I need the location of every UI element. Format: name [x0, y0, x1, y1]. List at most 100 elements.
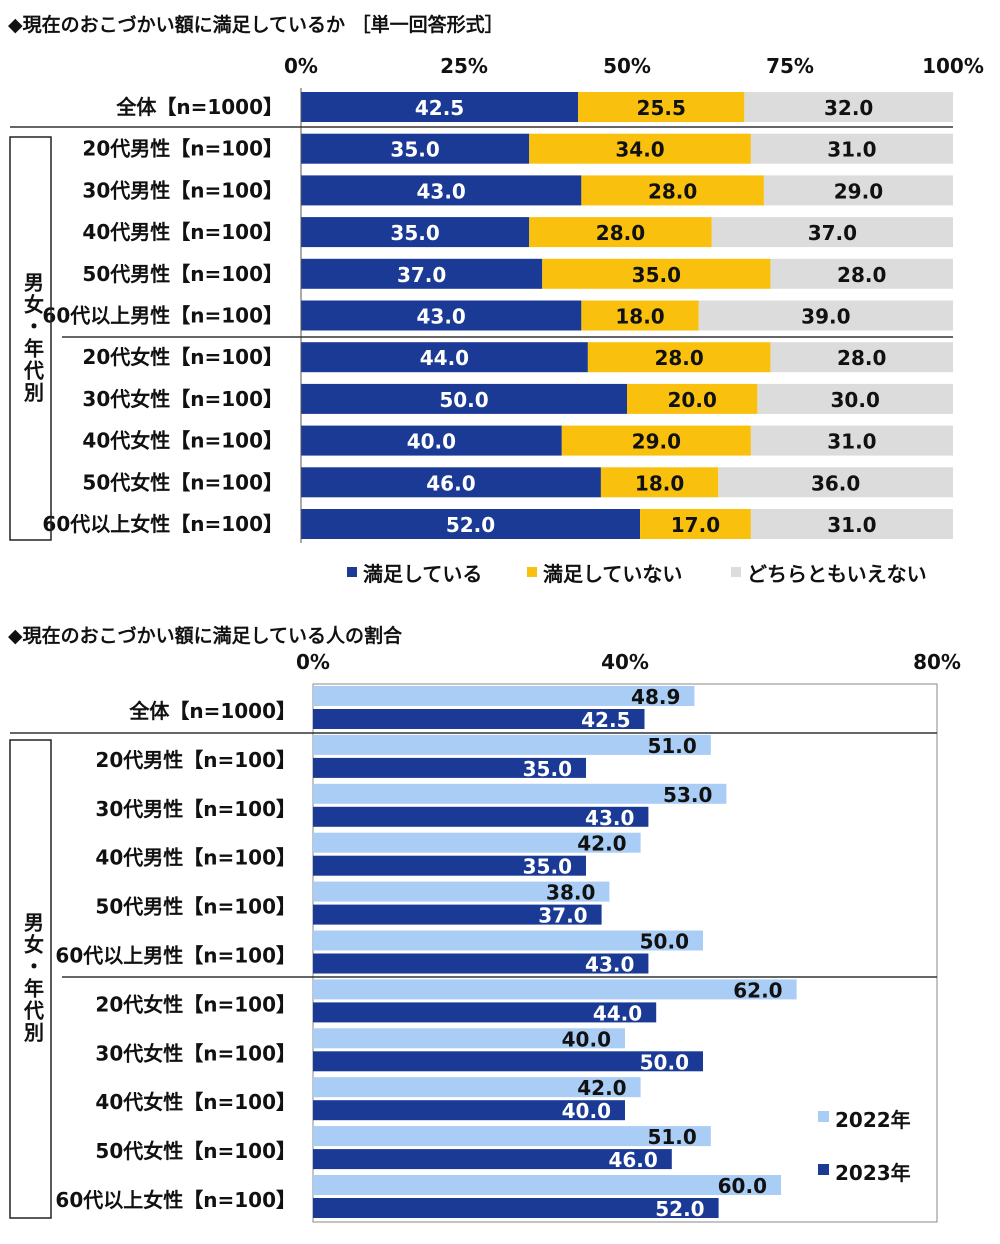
chart2-bar [313, 757, 586, 778]
chart2-data-label: 37.0 [538, 904, 587, 928]
chart1-data-label: 40.0 [407, 430, 456, 454]
chart1-legend-swatch [731, 567, 741, 577]
chart1-bar-segment [301, 133, 530, 164]
chart1-legend-swatch [347, 567, 357, 577]
chart1-data-label: 52.0 [446, 513, 495, 537]
chart1-data-label: 32.0 [824, 96, 873, 120]
chart1-bar-segment [529, 217, 712, 248]
chart2-bar [313, 1077, 641, 1098]
chart1-category-label: 60代以上男性【n=100】 [42, 304, 283, 328]
chart1-legend-label: 満足している [363, 562, 482, 586]
chart1-group-label: 男女・年代別 [21, 272, 45, 404]
chart2-legend-swatch [818, 1111, 829, 1122]
chart2-data-label: 53.0 [663, 783, 712, 807]
chart1-data-label: 17.0 [671, 513, 720, 537]
chart1-bar-segment [581, 175, 764, 206]
chart2-x-tick: 80% [913, 650, 961, 674]
chart1-x-tick: 100% [922, 54, 984, 78]
chart2-bar [313, 881, 610, 902]
chart1-data-label: 42.5 [415, 96, 464, 120]
chart1-bar-segment [770, 342, 953, 373]
chart1-data-label: 34.0 [615, 138, 664, 162]
chart1-category-label: 50代男性【n=100】 [82, 262, 283, 286]
chart1-bar-segment [770, 258, 953, 289]
chart1-data-label: 46.0 [426, 471, 475, 495]
chart1-bar-segment [578, 92, 745, 122]
chart2-data-label: 50.0 [640, 930, 689, 954]
chart2-data-label: 52.0 [655, 1197, 704, 1221]
chart1-category-label: 30代男性【n=100】 [82, 178, 283, 202]
chart2-bar [313, 930, 703, 951]
chart1-data-label: 28.0 [837, 263, 886, 287]
chart2-category-label: 20代男性【n=100】 [95, 748, 296, 772]
chart1-data-label: 37.0 [808, 221, 857, 245]
chart1-x-tick: 0% [284, 54, 318, 78]
chart1-data-label: 31.0 [827, 430, 876, 454]
chart2-legend-label: 2023年 [835, 1161, 911, 1185]
chart2-x-tick: 40% [601, 650, 649, 674]
chart1-data-label: 28.0 [648, 179, 697, 203]
chart1-title: ◆現在のおこづかい額に満足しているか ［単一回答形式］ [8, 13, 504, 36]
chart1-category-label: 50代女性【n=100】 [82, 470, 283, 494]
chart2-bar [313, 709, 645, 729]
chart1-data-label: 20.0 [668, 388, 717, 412]
chart2-data-label: 44.0 [593, 1001, 642, 1025]
chart2-data-label: 40.0 [562, 1099, 611, 1123]
chart2-bar [313, 686, 695, 706]
chart2-data-label: 38.0 [546, 881, 595, 905]
chart1-data-label: 35.0 [632, 263, 681, 287]
chart2-bar [313, 832, 641, 853]
chart1-data-label: 37.0 [397, 263, 446, 287]
chart1-data-label: 43.0 [417, 179, 466, 203]
chart1-bar-segment [698, 300, 953, 331]
chart1-bar-segment [301, 342, 588, 373]
chart1-category-label: 40代女性【n=100】 [82, 429, 283, 453]
chart1-data-label: 31.0 [827, 513, 876, 537]
chart2-bar [313, 806, 649, 827]
chart2-bar [313, 1149, 672, 1170]
chart2-data-label: 40.0 [562, 1027, 611, 1051]
chart1-data-label: 43.0 [417, 305, 466, 329]
chart2-data-label: 46.0 [608, 1148, 657, 1172]
chart2-category-label: 40代男性【n=100】 [95, 846, 296, 870]
chart2-data-label: 48.9 [631, 685, 680, 709]
chart2-category-label: 60代以上女性【n=100】 [55, 1188, 296, 1212]
chart1-category-label: 20代男性【n=100】 [82, 137, 283, 161]
chart1-group-box [9, 136, 52, 541]
chart1-data-label: 28.0 [837, 346, 886, 370]
chart1-legend-label: 満足していない [543, 562, 682, 586]
chart2-bar [313, 734, 711, 755]
chart1-bar-segment [301, 175, 582, 206]
chart2-x-tick: 0% [296, 650, 330, 674]
chart1-bar-segment [581, 300, 699, 331]
chart2-title: ◆現在のおこづかい額に満足している人の割合 [8, 624, 403, 647]
chart1-bar-segment [301, 258, 543, 289]
chart1-data-label: 36.0 [811, 471, 860, 495]
chart1-bar-segment [301, 217, 530, 248]
chart1-data-label: 39.0 [801, 305, 850, 329]
chart2-data-label: 42.5 [581, 708, 630, 732]
chart1-bar-segment [542, 258, 771, 289]
chart2-bar [313, 904, 602, 925]
chart2-category-label: 全体【n=1000】 [128, 699, 296, 723]
chart2-bar [313, 1051, 703, 1072]
chart2-data-label: 60.0 [718, 1174, 767, 1198]
chart2-data-label: 35.0 [523, 757, 572, 781]
chart2-bar [313, 783, 727, 804]
chart2-bar [313, 855, 586, 876]
chart1-data-label: 25.5 [637, 96, 686, 120]
chart2-data-label: 50.0 [640, 1050, 689, 1074]
chart2-data-label: 43.0 [585, 806, 634, 830]
chart2-category-label: 50代女性【n=100】 [95, 1139, 296, 1163]
chart2-group-label: 男女・年代別 [21, 912, 45, 1044]
chart1-category-label: 60代以上女性【n=100】 [42, 512, 283, 536]
chart1-category-label: 30代女性【n=100】 [82, 387, 283, 411]
chart2-category-label: 30代女性【n=100】 [95, 1041, 296, 1065]
chart1-bar-segment [757, 383, 953, 414]
chart1-data-label: 28.0 [654, 346, 703, 370]
chart2-category-label: 20代女性【n=100】 [95, 992, 296, 1016]
chart1-bar-segment [750, 509, 953, 539]
chart1-data-label: 44.0 [420, 346, 469, 370]
chart1-x-tick: 50% [603, 54, 651, 78]
